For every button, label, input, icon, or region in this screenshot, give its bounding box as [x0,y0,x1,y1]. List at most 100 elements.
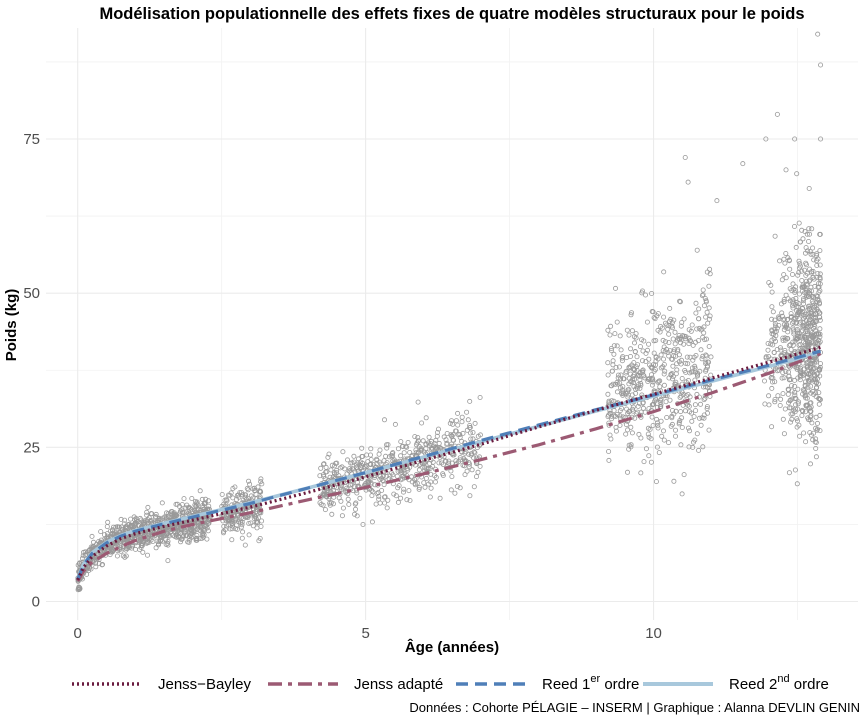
scatter-point [467,398,473,404]
scatter-point [707,266,713,272]
scatter-point [699,356,705,362]
scatter-point [667,305,673,311]
scatter-point [686,341,692,347]
scatter-point [407,497,413,503]
scatter-point [81,549,87,555]
scatter-point [229,537,235,543]
scatter-point [790,281,796,287]
scatter-point [683,360,689,366]
scatter-point [671,317,677,323]
scatter-point [794,424,800,430]
scatter-point [637,370,643,376]
scatter-point [792,467,798,473]
scatter-point [611,351,617,357]
scatter-point [401,450,407,456]
scatter-point [807,277,813,283]
scatter-point [686,444,692,450]
scatter-point [193,537,199,543]
scatter-point [775,393,781,399]
scatter-point [650,309,656,315]
scatter-point [423,475,429,481]
outlier-point [682,154,688,160]
scatter-point [628,442,634,448]
scatter-point [803,439,809,445]
scatter-point [814,359,820,365]
scatter-point [817,281,823,287]
scatter-point [700,353,706,359]
scatter-point [762,378,768,384]
scatter-point [794,481,800,487]
legend-label-2: Reed 1er ordre [542,673,639,693]
series-line-0 [76,345,822,581]
scatter-point [203,496,209,502]
scatter-point [707,313,713,319]
scatter-point [809,339,815,345]
scatter-point [796,291,802,297]
scatter-point [144,512,150,518]
scatter-point [804,331,810,337]
scatter-point [796,258,802,264]
scatter-point [694,391,700,397]
scatter-point [806,278,812,284]
scatter-point [802,389,808,395]
scatter-point [357,495,363,501]
scatter-point [325,454,331,460]
x-axis-title: Âge (années) [405,638,499,656]
scatter-point [666,331,672,337]
scatter-point [784,323,790,329]
scatter-point [793,244,799,250]
scatter-point [703,359,709,365]
scatter-point [620,384,626,390]
scatter-point [449,474,455,480]
scatter-point [669,415,675,421]
scatter-point [792,392,798,398]
scatter-point [352,511,358,517]
scatter-point [318,465,324,471]
scatter-point [817,231,823,237]
scatter-point [816,401,822,407]
scatter-point [817,428,823,434]
scatter-point [703,314,709,320]
scatter-point [381,494,387,500]
scatter-point [645,431,651,437]
scatter-point [806,379,812,385]
scatter-point [765,347,771,353]
scatter-point [99,562,105,568]
scatter-point [460,462,466,468]
scatter-point [703,361,709,367]
scatter-point [817,412,823,418]
scatter-point [332,463,338,469]
scatter-point [653,354,659,360]
scatter-point [668,423,674,429]
scatter-point [181,496,187,502]
scatter-point [426,442,432,448]
scatter-point [465,417,471,423]
scatter-point [783,369,789,375]
scatter-point [689,410,695,416]
scatter-point [427,460,433,466]
scatter-point [808,383,814,389]
scatter-point [464,409,470,415]
scatter-point [244,485,250,491]
scatter-point [374,456,380,462]
scatter-point [368,481,374,487]
scatter-point [123,553,129,559]
scatter-point [449,433,455,439]
scatter-point [329,462,335,468]
scatter-point [122,517,128,523]
scatter-point [163,525,169,531]
scatter-point [788,311,794,317]
scatter-point [807,303,813,309]
scatter-point [807,231,813,237]
scatter-point [681,472,687,478]
scatter-point [683,369,689,375]
scatter-point [671,478,677,484]
scatter-point [804,292,810,298]
scatter-point [398,495,404,501]
scatter-point [771,336,777,342]
scatter-point [629,430,635,436]
scatter-point [118,548,124,554]
scatter-point [631,360,637,366]
scatter-point [415,450,421,456]
scatter-point [658,365,664,371]
